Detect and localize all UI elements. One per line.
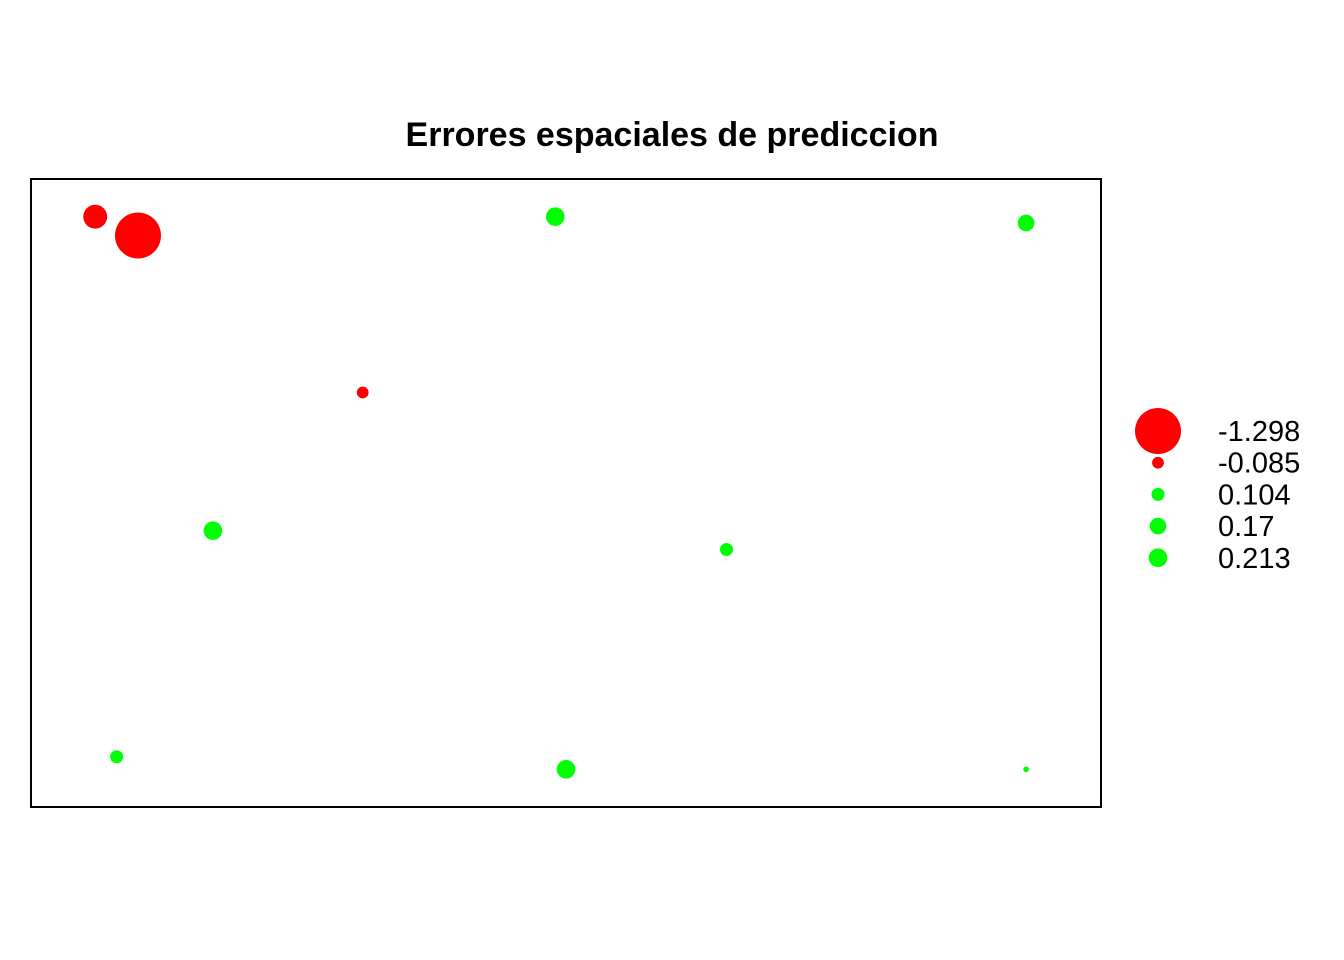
legend-label: 0.17 xyxy=(1218,511,1274,543)
data-point xyxy=(545,207,565,226)
legend-label: -0.085 xyxy=(1218,448,1300,480)
legend-symbol xyxy=(1151,487,1165,501)
legend-symbol xyxy=(1135,408,1181,454)
data-point xyxy=(719,543,734,557)
plot-frame xyxy=(30,178,1102,808)
legend-symbol xyxy=(1149,517,1167,535)
data-point xyxy=(110,750,124,764)
legend-label: 0.213 xyxy=(1218,543,1291,575)
legend-label: -1.298 xyxy=(1218,416,1300,448)
data-point xyxy=(83,204,108,229)
legend-symbol xyxy=(1148,548,1168,568)
points-layer xyxy=(83,204,1035,779)
data-point xyxy=(1023,766,1029,773)
legend-label: 0.104 xyxy=(1218,479,1291,511)
data-point xyxy=(115,212,161,259)
legend-symbol xyxy=(1152,456,1164,469)
data-point xyxy=(1017,214,1035,232)
chart-title: Errores espaciales de prediccion xyxy=(406,116,939,154)
data-point xyxy=(203,521,223,540)
data-point xyxy=(556,760,576,779)
data-point xyxy=(356,386,369,399)
